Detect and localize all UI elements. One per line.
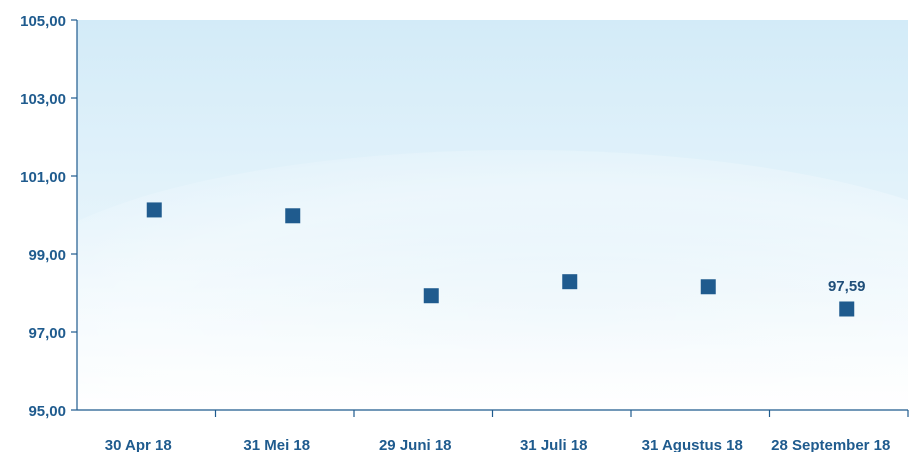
data-point	[839, 301, 855, 317]
y-tick-label: 105,00	[20, 13, 66, 30]
data-label: 97,59	[828, 278, 866, 295]
x-tick-label: 31 Agustus 18	[642, 437, 743, 452]
x-tick-label: 28 September 18	[771, 437, 890, 452]
data-point	[146, 202, 162, 218]
x-tick-label: 29 Juni 18	[379, 437, 452, 452]
x-tick-label: 30 Apr 18	[105, 437, 172, 452]
plot-background-swirl	[0, 150, 909, 450]
y-tick-label: 101,00	[20, 169, 66, 186]
data-points	[146, 202, 855, 317]
y-axis-ticks: 95,00 97,00 99,00 101,00 103,00 105,00	[20, 13, 77, 420]
x-tick-label: 31 Mei 18	[243, 437, 310, 452]
y-tick-label: 95,00	[28, 403, 66, 420]
x-axis-ticks: 30 Apr 18 31 Mei 18 29 Juni 18 31 Juli 18 31…	[105, 410, 909, 452]
y-tick-label: 103,00	[20, 91, 66, 108]
data-point	[562, 274, 578, 290]
y-tick-label: 97,00	[28, 325, 66, 342]
data-point	[423, 288, 439, 304]
data-point	[285, 208, 301, 224]
x-tick-label: 31 Juli 18	[520, 437, 588, 452]
data-point	[700, 279, 716, 295]
data-labels: 97,59	[828, 278, 866, 295]
y-tick-label: 99,00	[28, 247, 66, 264]
